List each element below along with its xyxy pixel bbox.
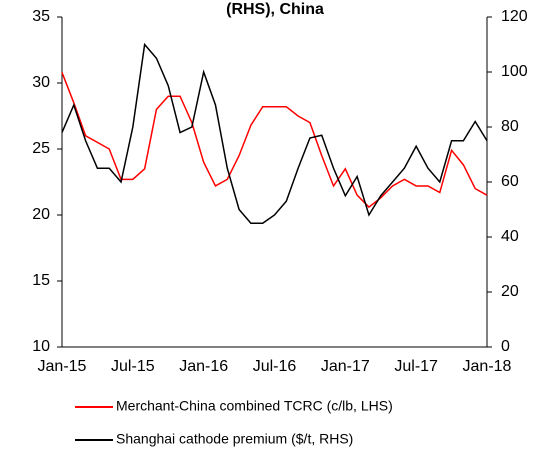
series-line xyxy=(61,72,488,209)
legend-label: Shanghai cathode premium ($/t, RHS) xyxy=(116,431,353,447)
y-tick-label: 25 xyxy=(32,140,50,157)
x-tick-label: Jan-17 xyxy=(321,358,370,375)
y-tick-label: 35 xyxy=(32,8,50,25)
y2-tick-label: 60 xyxy=(501,173,519,190)
x-tick-label: Jan-16 xyxy=(179,358,228,375)
y-tick-label: 15 xyxy=(32,272,50,289)
y2-tick-label: 0 xyxy=(501,338,510,355)
y-tick-label: 30 xyxy=(32,74,50,91)
y2-tick-label: 120 xyxy=(501,8,528,25)
chart-title: (RHS), China xyxy=(226,1,324,18)
x-tick-label: Jan-15 xyxy=(38,358,87,375)
x-tick-label: Jul-15 xyxy=(111,358,155,375)
y-tick-label: 20 xyxy=(32,206,50,223)
x-tick-label: Jan-18 xyxy=(463,358,512,375)
y2-tick-label: 80 xyxy=(501,118,519,135)
legend-label: Merchant-China combined TCRC (c/lb, LHS) xyxy=(116,398,393,414)
y2-tick-label: 20 xyxy=(501,283,519,300)
y2-tick-label: 40 xyxy=(501,228,519,245)
x-tick-label: Jul-16 xyxy=(253,358,297,375)
y2-tick-label: 100 xyxy=(501,63,528,80)
series-line xyxy=(61,42,488,224)
x-tick-label: Jul-17 xyxy=(394,358,438,375)
y-tick-label: 10 xyxy=(32,338,50,355)
